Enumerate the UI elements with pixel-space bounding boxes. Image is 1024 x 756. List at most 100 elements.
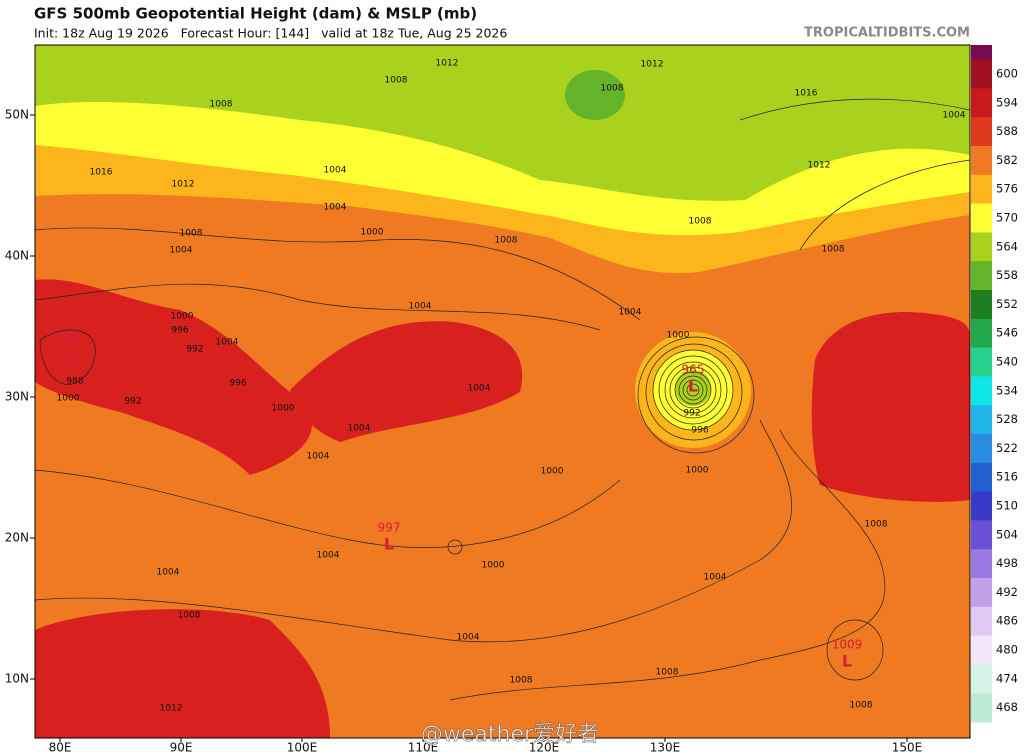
height-588 bbox=[290, 321, 523, 442]
isobar-label: 1012 bbox=[172, 180, 195, 190]
colorbar-band bbox=[971, 462, 992, 493]
colorbar-label: 474 bbox=[996, 671, 1018, 685]
colorbar-label: 600 bbox=[996, 67, 1018, 81]
colorbar-band bbox=[971, 491, 992, 521]
lat-label: 50N bbox=[5, 108, 29, 122]
colorbar-label: 582 bbox=[996, 153, 1018, 167]
isobar-label: 1016 bbox=[90, 168, 113, 178]
colorbar-label: 528 bbox=[996, 412, 1018, 426]
credit: TROPICALTIDBITS.COM bbox=[804, 26, 970, 41]
isobar-label: 1008 bbox=[385, 76, 408, 86]
isobar-label: 1000 bbox=[482, 561, 505, 571]
colorbar-label: 522 bbox=[996, 441, 1018, 455]
isobar-label: 1004 bbox=[324, 166, 347, 176]
colorbar-band bbox=[971, 232, 992, 262]
lon-label: 150E bbox=[892, 741, 923, 755]
lat-label: 20N bbox=[5, 531, 29, 545]
colorbar-band bbox=[971, 520, 992, 550]
isobar-label: 1008 bbox=[601, 84, 624, 94]
isobar-label: 1008 bbox=[210, 100, 233, 110]
height-588 bbox=[35, 609, 330, 738]
isobar-label: 1004 bbox=[457, 633, 480, 643]
lon-label: 130E bbox=[650, 741, 681, 755]
watermark: @weather爱好者 bbox=[421, 722, 599, 747]
isobars bbox=[35, 98, 970, 701]
isobar-label: 996 bbox=[691, 426, 708, 436]
lon-label: 90E bbox=[170, 741, 193, 755]
isobar-label: 992 bbox=[186, 345, 203, 355]
height-588 bbox=[35, 279, 312, 475]
isobar-label: 1012 bbox=[808, 161, 831, 171]
height-588 bbox=[811, 312, 970, 502]
height-564 bbox=[35, 45, 970, 201]
isobar-label: 1012 bbox=[436, 59, 459, 69]
isobar-label: 988 bbox=[66, 377, 83, 387]
low-pressure: 965 bbox=[682, 363, 705, 377]
isobar-label: 1008 bbox=[180, 229, 203, 239]
lon-label: 100E bbox=[287, 741, 318, 755]
isobar-label: 1004 bbox=[317, 551, 340, 561]
low-symbol: L bbox=[688, 377, 698, 396]
low-symbol: L bbox=[842, 652, 852, 671]
title: GFS 500mb Geopotential Height (dam) & MS… bbox=[34, 5, 477, 23]
lon-label: 80E bbox=[49, 741, 72, 755]
colorbar-band bbox=[971, 347, 992, 377]
isobar-label: 1000 bbox=[541, 467, 564, 477]
colorbar-label: 594 bbox=[996, 95, 1018, 109]
colorbar-label: 468 bbox=[996, 700, 1018, 714]
colorbar: 600 594 588 582 576 570 564 558 552 546 540 534 528 5… bbox=[971, 45, 1018, 723]
isobar-label: 992 bbox=[683, 409, 700, 419]
isobar-label: 1004 bbox=[324, 203, 347, 213]
lon-label: 110E bbox=[408, 741, 439, 755]
isobar-label: 1000 bbox=[686, 466, 709, 476]
colorbar-label: 564 bbox=[996, 239, 1018, 253]
colorbar-label: 498 bbox=[996, 556, 1018, 570]
isobar-label: 1004 bbox=[468, 384, 491, 394]
colorbar-label: 558 bbox=[996, 268, 1018, 282]
map-frame bbox=[34, 44, 971, 739]
colorbar-band bbox=[971, 693, 992, 723]
colorbar-label: 552 bbox=[996, 297, 1018, 311]
low-symbol: L bbox=[65, 346, 75, 365]
isobar-label: 992 bbox=[124, 397, 141, 407]
isobar-label: 1000 bbox=[272, 404, 295, 414]
map bbox=[34, 44, 971, 739]
colorbar-band bbox=[971, 146, 992, 176]
colorbar-top bbox=[971, 45, 992, 60]
low-pressure: 1009 bbox=[832, 638, 863, 652]
isobar-label: 1008 bbox=[865, 520, 888, 530]
colorbar-band bbox=[971, 635, 992, 665]
colorbar-label: 516 bbox=[996, 470, 1018, 484]
height-558 bbox=[565, 70, 625, 120]
colorbar-label: 576 bbox=[996, 182, 1018, 196]
low-pressure: 990 bbox=[59, 332, 82, 346]
lat-label: 10N bbox=[5, 672, 29, 686]
isobar-label: 1008 bbox=[850, 701, 873, 711]
colorbar-band bbox=[971, 290, 992, 320]
colorbar-band bbox=[971, 578, 992, 608]
subtitle: Init: 18z Aug 19 2026 Forecast Hour: [14… bbox=[34, 26, 507, 41]
colorbar-band bbox=[971, 59, 992, 89]
colorbar-band bbox=[971, 261, 992, 291]
colorbar-band bbox=[971, 88, 992, 118]
colorbar-band bbox=[971, 174, 992, 205]
isobar-label: 1012 bbox=[641, 60, 664, 70]
isobar-label: 1012 bbox=[160, 704, 183, 714]
isobar-label: 1008 bbox=[689, 217, 712, 227]
isobar-label: 1004 bbox=[943, 111, 966, 121]
colorbar-band bbox=[971, 376, 992, 406]
low-pressure: 997 bbox=[378, 521, 401, 535]
colorbar-label: 486 bbox=[996, 614, 1018, 628]
isobar-label: 1008 bbox=[178, 611, 201, 621]
isobar-label: 1004 bbox=[157, 568, 180, 578]
colorbar-band bbox=[971, 549, 992, 579]
colorbar-label: 546 bbox=[996, 326, 1018, 340]
colorbar-label: 588 bbox=[996, 124, 1018, 138]
isobar-label: 1000 bbox=[171, 312, 194, 322]
colorbar-band bbox=[971, 405, 992, 435]
isobar-label: 1004 bbox=[409, 302, 432, 312]
isobar-label: 996 bbox=[171, 326, 188, 336]
colorbar-label: 504 bbox=[996, 527, 1018, 541]
lat-label: 40N bbox=[5, 249, 29, 263]
